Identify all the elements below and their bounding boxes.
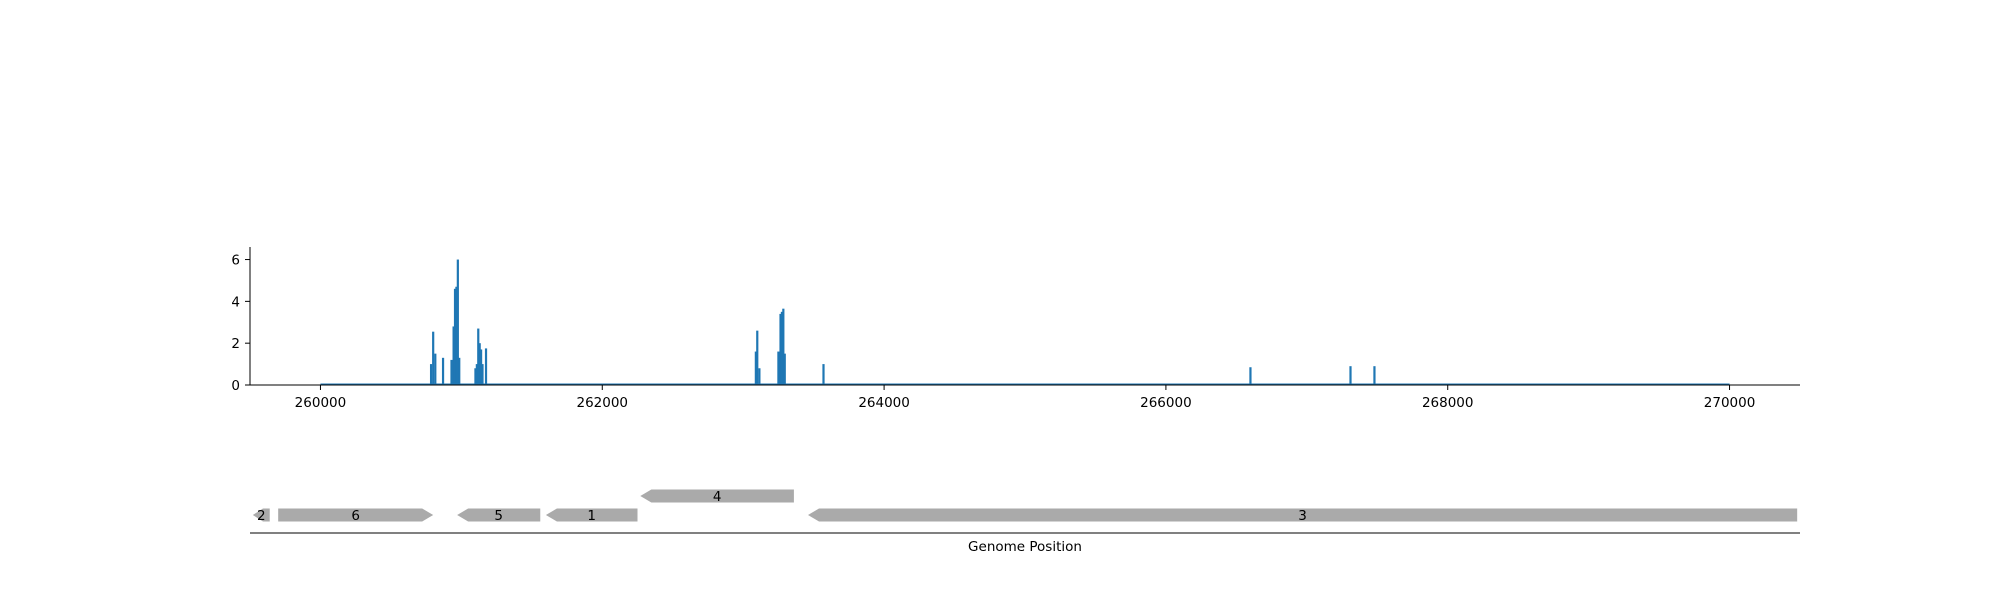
coverage-bar (429, 364, 433, 385)
x-axis-label: Genome Position (968, 539, 1082, 555)
gene-label: 4 (713, 489, 722, 505)
coverage-bar (455, 286, 458, 385)
coverage-panel: 0 2 4 6 260000 262000 264000 266000 268000 27000… (231, 247, 1800, 411)
coverage-bar (432, 331, 435, 385)
coverage-bar (756, 330, 759, 385)
coverage-bar (1373, 366, 1376, 385)
x-tick-label: 262000 (576, 395, 628, 411)
coverage-bar (1249, 367, 1252, 385)
gene-arrow (457, 508, 541, 522)
coverage-bar (450, 359, 453, 385)
y-tick-label: 2 (231, 336, 240, 352)
coverage-bar (783, 353, 786, 385)
coverage-bar (782, 308, 785, 385)
coverage-bar (434, 353, 437, 385)
gene-features: 2 6 5 1 4 3 (252, 489, 1798, 524)
coverage-bar (1349, 366, 1352, 385)
coverage-bar (458, 357, 461, 385)
coverage-bar (777, 351, 780, 385)
coverage-bar (779, 313, 782, 385)
gene-label: 6 (351, 508, 360, 524)
y-tick-label: 6 (231, 253, 240, 269)
y-tick-label: 0 (231, 378, 240, 394)
x-tick-label: 264000 (858, 395, 910, 411)
x-tick-label: 260000 (295, 395, 347, 411)
coverage-bar (822, 364, 825, 385)
y-tick-label: 4 (231, 294, 240, 310)
coverage-bar (780, 311, 784, 385)
coverage-bar (453, 288, 457, 385)
gene-label: 5 (494, 508, 503, 524)
coverage-bar (474, 368, 477, 385)
coverage-bar (478, 343, 481, 385)
coverage-bar (484, 348, 488, 385)
coverage-bar (477, 328, 480, 385)
x-tick-label: 266000 (1140, 395, 1192, 411)
coverage-bar (754, 351, 757, 385)
y-axis-ticks: 0 2 4 6 (231, 253, 250, 394)
x-tick-label: 270000 (1704, 395, 1756, 411)
coverage-bar (456, 259, 459, 385)
gene-track-panel: 2 6 5 1 4 3 Genome Position (250, 489, 1800, 555)
x-tick-label: 268000 (1422, 395, 1474, 411)
coverage-bar (479, 349, 483, 385)
gene-arrow (252, 508, 270, 522)
coverage-bars (429, 259, 1376, 385)
gene-arrow (545, 508, 638, 522)
coverage-bar (475, 364, 478, 385)
gene-arrow (808, 508, 1798, 522)
gene-label: 3 (1298, 508, 1307, 524)
coverage-bar (481, 364, 484, 385)
gene-arrow (640, 489, 794, 503)
gene-arrow (278, 508, 434, 522)
coverage-bar (441, 357, 445, 385)
gene-label: 2 (257, 508, 266, 524)
x-axis-ticks: 260000 262000 264000 266000 268000 270000 (295, 385, 1756, 411)
gene-label: 1 (587, 508, 596, 524)
coverage-bar (758, 368, 761, 385)
coverage-bar (452, 326, 455, 385)
